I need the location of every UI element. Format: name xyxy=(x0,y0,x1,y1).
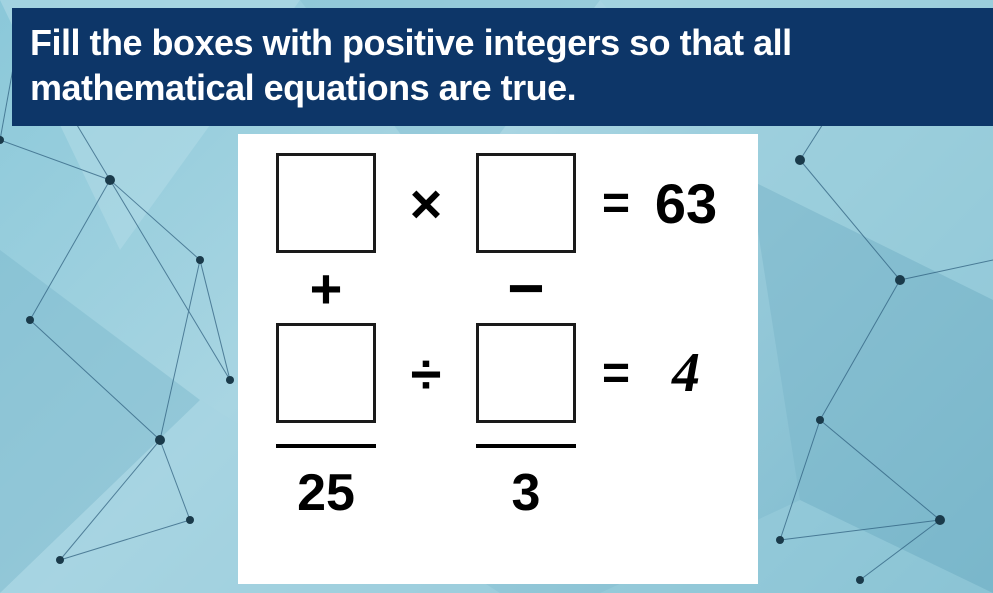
puzzle-card: × = 63 + − ÷ = 4 25 3 xyxy=(238,134,758,584)
input-box-r2c1[interactable] xyxy=(276,323,376,423)
equals-row2: = xyxy=(602,346,630,401)
column1-result: 25 xyxy=(297,463,355,523)
instruction-line1: Fill the boxes with positive integers so… xyxy=(30,22,792,63)
input-box-r2c2[interactable] xyxy=(476,323,576,423)
column1-line xyxy=(276,444,376,448)
instruction-banner: Fill the boxes with positive integers so… xyxy=(12,8,993,126)
result-row2: 4 xyxy=(672,341,700,405)
operator-multiply: × xyxy=(410,171,443,236)
instruction-line2: mathematical equations are true. xyxy=(30,67,576,108)
column2-result: 3 xyxy=(512,463,541,523)
operator-divide: ÷ xyxy=(411,341,442,406)
input-box-r1c1[interactable] xyxy=(276,153,376,253)
equals-row1: = xyxy=(602,176,630,231)
input-box-r1c2[interactable] xyxy=(476,153,576,253)
column2-line xyxy=(476,444,576,448)
operator-minus-col2: − xyxy=(507,251,544,325)
puzzle-grid: × = 63 + − ÷ = 4 25 3 xyxy=(266,148,730,528)
operator-plus-col1: + xyxy=(310,256,343,321)
result-row1: 63 xyxy=(655,171,717,236)
